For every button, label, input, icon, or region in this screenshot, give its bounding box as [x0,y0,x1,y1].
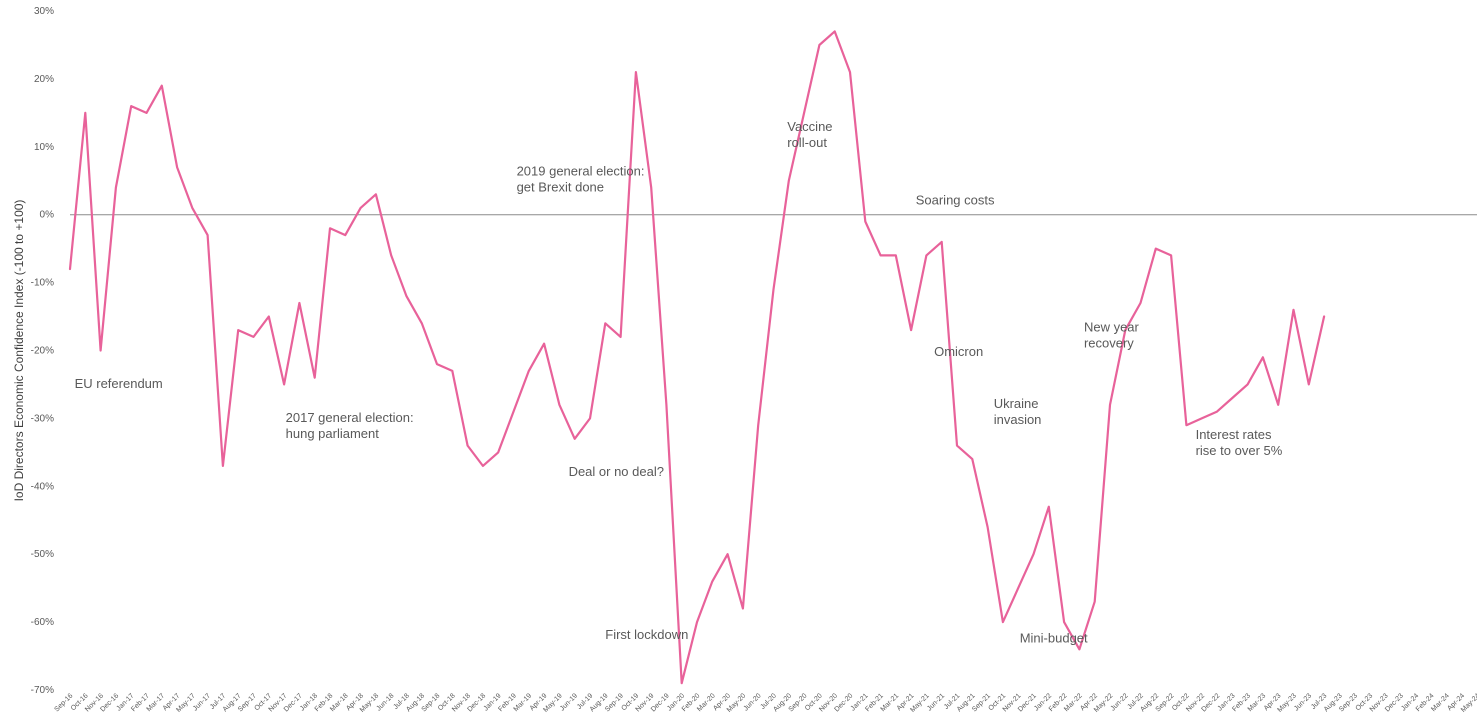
y-tick-label: -50% [31,549,54,560]
event-annotation: 2017 general election: hung parliament [286,410,414,441]
event-annotation: Interest rates rise to over 5% [1196,427,1283,458]
y-tick-label: 0% [40,210,55,221]
event-annotation: EU referendum [75,376,163,391]
annotations: EU referendum 2017 general election: hung … [75,119,1283,645]
y-tick-label: -20% [31,346,54,357]
x-tick-label: Jun-22 [1110,692,1130,712]
event-annotation: First lockdown [605,627,688,642]
event-annotation: Deal or no deal? [569,464,664,479]
x-tick-label: Jun-18 [375,692,395,712]
y-tick-label: -10% [31,278,54,289]
x-tick-label: Jun-17 [192,692,212,712]
y-tick-label: -60% [31,617,54,628]
event-annotation: Ukraine invasion [994,396,1042,427]
y-axis-ticks: -70% -60% -50% -40% -30% -20% -10% 0% 10% 20% 30% [31,6,54,696]
x-tick-label: Jun-23 [1293,692,1313,712]
x-axis-ticks: Sep-16Oct-16Nov-16Dec-16Jan-17Feb-17Mar-… [53,692,1477,714]
y-tick-label: -30% [31,413,54,424]
event-annotation: Omicron [934,344,983,359]
y-axis-label-group: IoD Directors Economic Confidence Index … [12,200,26,502]
y-tick-label: -40% [31,481,54,492]
y-tick-label: 30% [34,6,54,17]
x-tick-label: Jun-19 [559,692,579,712]
x-tick-label: Sep-16 [53,692,74,713]
event-annotation: Mini-budget [1020,630,1088,645]
event-annotation: Soaring costs [916,193,995,208]
series-line [68,30,1326,685]
x-tick-label: Jun-20 [743,692,763,712]
y-tick-label: -70% [31,685,54,696]
series-group [68,30,1326,685]
x-tick-label: Jun-21 [926,692,946,712]
event-annotation: Vaccine roll-out [787,119,832,150]
y-tick-label: 20% [34,74,54,85]
y-tick-label: 10% [34,142,54,153]
y-axis-label: IoD Directors Economic Confidence Index … [12,200,26,502]
event-annotation: 2019 general election: get Brexit done [517,163,645,194]
event-annotation: New year recovery [1084,319,1140,350]
